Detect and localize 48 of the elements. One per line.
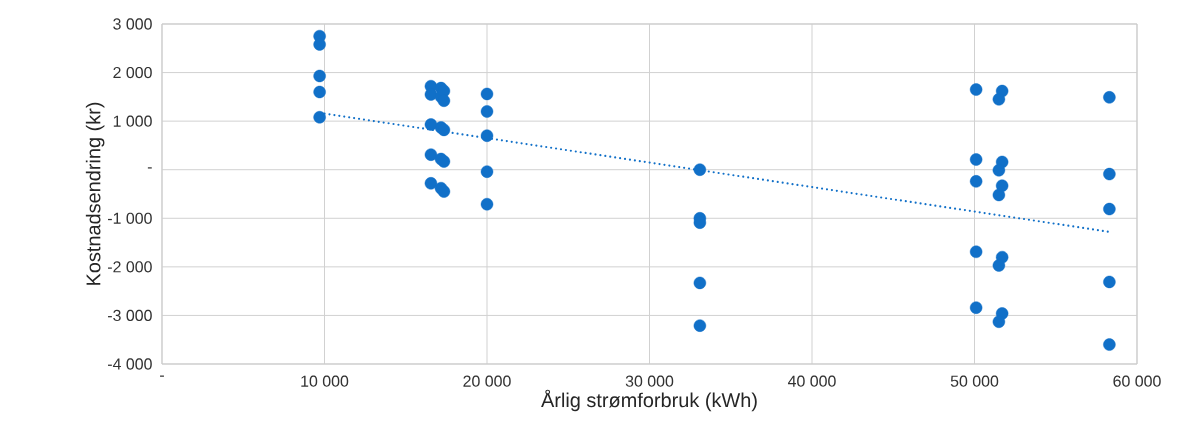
- x-axis-title: Årlig strømforbruk (kWh): [541, 389, 757, 412]
- point: [437, 185, 451, 198]
- point: [313, 69, 326, 83]
- point: [992, 188, 1006, 202]
- point: [480, 198, 494, 211]
- point: [424, 148, 438, 161]
- point: [480, 87, 494, 101]
- point: [480, 165, 494, 178]
- x-tick-label: 50 000: [950, 375, 999, 387]
- point: [992, 93, 1006, 106]
- point: [992, 164, 1006, 177]
- point: [992, 315, 1006, 328]
- point: [969, 245, 983, 258]
- y-tick-label: 3 000: [113, 18, 152, 30]
- point: [969, 175, 983, 188]
- point: [969, 153, 983, 166]
- point: [437, 94, 451, 107]
- x-tick-label: 10 000: [301, 375, 349, 387]
- point: [1103, 275, 1116, 289]
- y-tick-label: 1 000: [113, 115, 152, 127]
- y-axis-title: Kostnadsendring (kr): [85, 102, 105, 285]
- point: [693, 276, 707, 290]
- point: [480, 129, 494, 142]
- point: [1103, 91, 1116, 104]
- y-tick-label: -: [147, 167, 152, 169]
- point: [693, 163, 707, 176]
- x-tick-label: 30 000: [625, 375, 674, 387]
- point: [969, 301, 983, 314]
- y-tick-label: 2 000: [113, 66, 152, 79]
- x-tick-label: 20 000: [463, 375, 511, 387]
- point: [424, 177, 438, 190]
- y-tick-label: -2 000: [107, 261, 152, 273]
- point: [313, 111, 326, 124]
- x-tick-label: 40 000: [787, 375, 836, 387]
- point: [313, 85, 326, 99]
- point: [1103, 338, 1116, 351]
- y-tick-label: -3 000: [107, 309, 152, 322]
- x-tick-label: 60 000: [1113, 375, 1161, 387]
- point: [1103, 167, 1116, 181]
- point: [1103, 202, 1116, 216]
- point: [480, 105, 494, 118]
- point: [969, 83, 983, 96]
- y-tick-label: -1 000: [107, 212, 152, 224]
- point: [424, 118, 438, 131]
- x-tick-label: -: [160, 375, 164, 377]
- y-tick-label: -4 000: [107, 358, 152, 370]
- point: [992, 259, 1006, 272]
- point: [693, 319, 707, 332]
